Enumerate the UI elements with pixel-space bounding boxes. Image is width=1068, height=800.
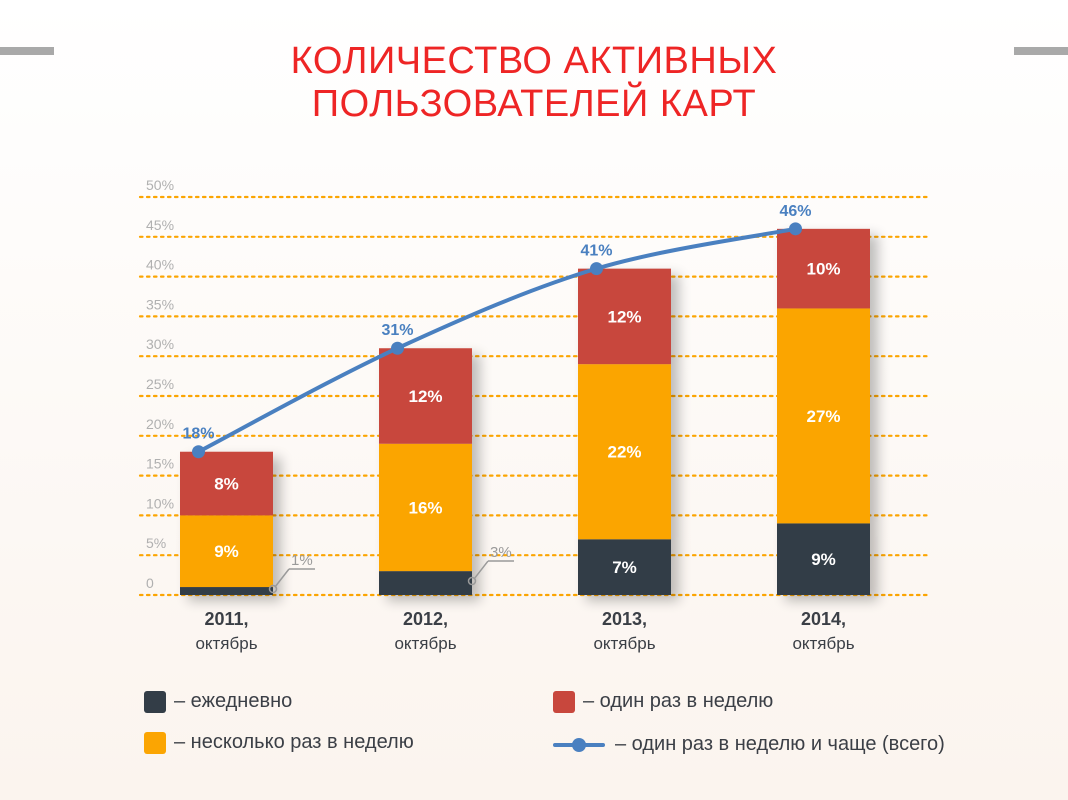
callout-dot [467, 576, 477, 586]
bar-value-label: 9% [811, 550, 836, 569]
total-value-label: 46% [779, 203, 811, 220]
y-tick-label: 50% [146, 177, 174, 193]
callout-line [473, 560, 489, 580]
bar-stack [379, 348, 472, 595]
bar-value-label: 16% [408, 498, 442, 517]
legend-item-total: – один раз в неделю и чаще (всего) [553, 733, 945, 756]
x-category-year: 2013, [602, 609, 647, 629]
bar-segment-weekly [180, 451, 273, 516]
x-category-year: 2012, [403, 609, 448, 629]
legend-item-several: – несколько раз в неделю [144, 731, 414, 754]
total-line [196, 226, 798, 454]
callout-dot [268, 584, 278, 594]
bar-value-label: 10% [806, 260, 840, 279]
bar-value-label: 3% [490, 544, 512, 561]
bar-value-label: 12% [607, 307, 641, 326]
bar-segment-weekly [578, 268, 671, 365]
bar-segment-daily [777, 523, 870, 595]
y-tick-label: 0 [146, 575, 154, 591]
bar-segment-weekly [379, 348, 472, 444]
x-category-year: 2014, [801, 609, 846, 629]
bar-value-label: 22% [607, 443, 641, 462]
x-category-sub: октябрь [195, 634, 257, 653]
bar-stack [578, 268, 671, 595]
y-tick-label: 35% [146, 296, 174, 312]
decor-bar-right [1014, 47, 1068, 55]
bar-value-label: 7% [612, 558, 637, 577]
y-tick-label: 10% [146, 495, 174, 511]
bar-segment-daily [379, 571, 472, 595]
y-tick-label: 30% [146, 336, 174, 352]
legend-label-weekly: – один раз в неделю [583, 690, 774, 712]
y-tick-label: 45% [146, 217, 174, 233]
bar-segment-several [379, 443, 472, 572]
title-line-2: ПОЛЬЗОВАТЕЛЕЙ КАРТ [311, 83, 757, 125]
bar-stack [777, 228, 870, 595]
daily-swatch [144, 690, 166, 713]
bar-segment-several [777, 308, 870, 524]
several-swatch [144, 731, 166, 754]
total-value-label: 18% [182, 426, 214, 443]
bar-value-label: 9% [214, 542, 239, 561]
callout-line [274, 568, 290, 588]
total-value-label: 41% [580, 243, 612, 260]
bar-segment-daily [578, 539, 671, 595]
legend-label-daily: – ежедневно [174, 690, 293, 712]
bar-value-label: 8% [214, 475, 239, 494]
chart-title: КОЛИЧЕСТВО АКТИВНЫХ ПОЛЬЗОВАТЕЛЕЙ КАРТ [0, 40, 1068, 126]
bar-segment-several [578, 364, 671, 540]
y-tick-label: 5% [146, 535, 166, 551]
total-point [192, 445, 205, 459]
bar-value-label: 27% [806, 407, 840, 426]
bar-value-label: 12% [408, 387, 442, 406]
y-tick-label: 40% [146, 257, 174, 273]
y-tick-label: 15% [146, 456, 174, 472]
total-line-swatch [553, 734, 605, 756]
x-category-sub: октябрь [593, 634, 655, 653]
total-point [391, 341, 404, 355]
bar-segment-weekly [777, 228, 870, 309]
total-point [789, 222, 802, 236]
weekly-swatch [553, 690, 575, 713]
total-point [590, 262, 603, 276]
y-tick-label: 25% [146, 376, 174, 392]
x-category-sub: октябрь [394, 634, 456, 653]
bar-value-label: 1% [291, 552, 313, 569]
y-tick-label: 20% [146, 416, 174, 432]
legend-item-weekly: – один раз в неделю [553, 690, 773, 713]
bar-segment-daily [180, 587, 273, 595]
title-line-1: КОЛИЧЕСТВО АКТИВНЫХ [290, 40, 778, 82]
bar-segment-several [180, 515, 273, 588]
legend-label-total: – один раз в неделю и чаще (всего) [615, 733, 945, 755]
total-value-label: 31% [381, 322, 413, 339]
legend-item-daily: – ежедневно [144, 690, 292, 713]
decor-bar-left [0, 47, 54, 55]
legend-label-several: – несколько раз в неделю [174, 731, 414, 753]
x-category-sub: октябрь [792, 634, 854, 653]
x-category-year: 2011, [204, 609, 248, 629]
bar-stack [180, 451, 273, 595]
